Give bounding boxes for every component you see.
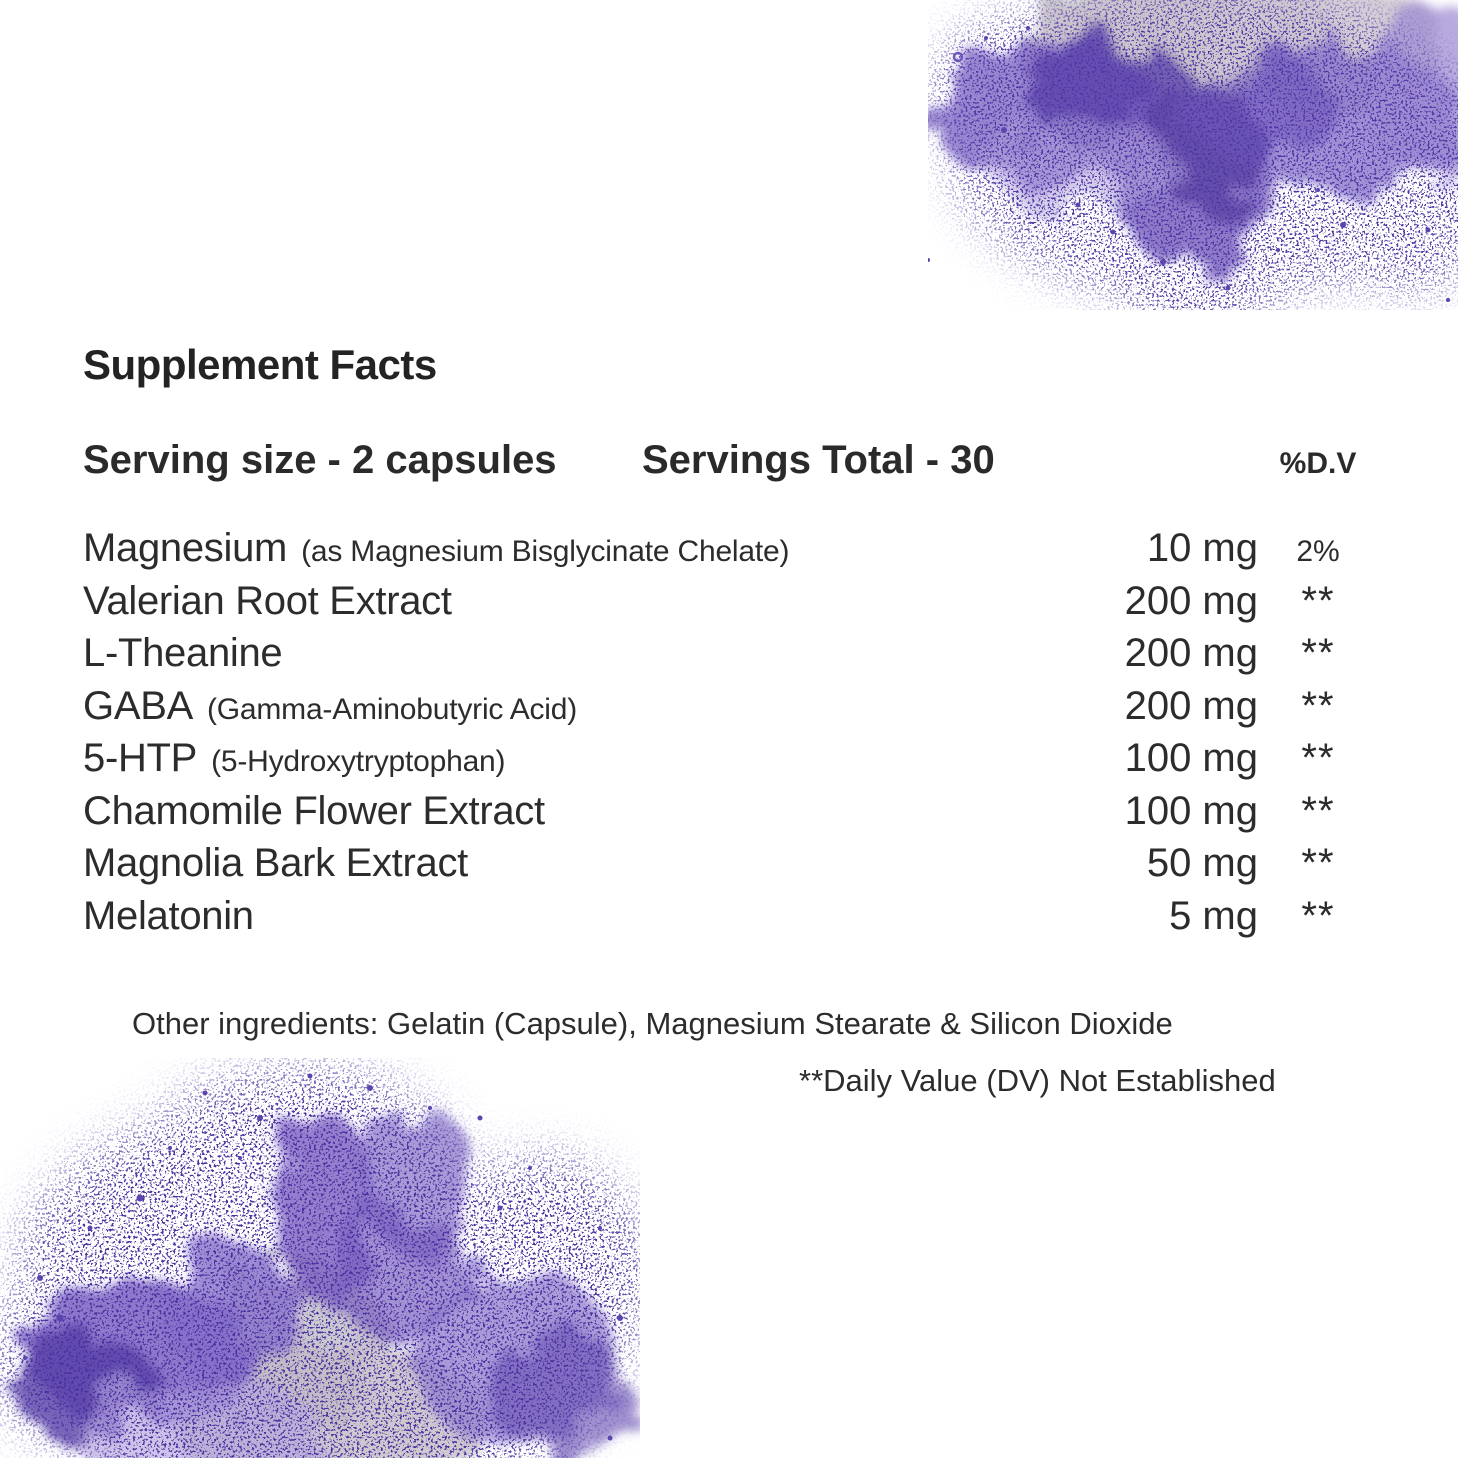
serving-size-label: Serving size - 2 capsules — [83, 438, 557, 482]
servings-total-label: Servings Total - 30 — [642, 438, 995, 482]
ingredient-row: Magnesium (as Magnesium Bisglycinate Chel… — [83, 522, 1378, 575]
ingredient-name: Melatonin — [83, 890, 1078, 952]
ingredient-name: L-Theanine — [83, 627, 1078, 689]
ingredient-name: GABA (Gamma-Aminobutyric Acid) — [83, 680, 1078, 742]
ingredient-row: GABA (Gamma-Aminobutyric Acid) 200 mg ** — [83, 680, 1378, 733]
ingredient-amount: 5 mg — [1169, 893, 1258, 938]
ingredient-percent-dv: ** — [1301, 736, 1335, 780]
ingredient-name-main: GABA — [83, 683, 193, 728]
ingredient-name: Valerian Root Extract — [83, 575, 1078, 637]
page-title: Supplement Facts — [83, 341, 437, 388]
serving-header: Serving size - 2 capsules Servings Total… — [83, 438, 1378, 483]
ingredient-name: Magnolia Bark Extract — [83, 837, 1078, 899]
ingredient-amount: 200 mg — [1124, 578, 1258, 623]
ingredient-name-main: Magnolia Bark Extract — [83, 841, 468, 885]
ingredient-name-main: 5-HTP — [83, 736, 198, 780]
ingredient-amount: 100 mg — [1124, 736, 1258, 780]
ingredient-name-main: Valerian Root Extract — [83, 578, 452, 623]
ingredient-amount: 50 mg — [1146, 841, 1258, 885]
ingredient-name-detail: (as Magnesium Bisglycinate Chelate) — [301, 535, 790, 568]
ingredient-name-main: Magnesium — [83, 526, 288, 570]
powder-cloud — [928, 0, 1458, 270]
ingredients-table: Magnesium (as Magnesium Bisglycinate Chel… — [83, 522, 1378, 942]
ingredient-name: Magnesium (as Magnesium Bisglycinate Chel… — [83, 522, 1078, 584]
powder-cloud — [16, 1111, 632, 1458]
ingredient-name-main: L-Theanine — [83, 631, 283, 675]
ingredient-name: 5-HTP (5-Hydroxytryptophan) — [83, 732, 1078, 794]
powder-speckles — [928, 0, 1458, 310]
ingredient-name-detail: (5-Hydroxytryptophan) — [211, 745, 506, 778]
ingredient-percent-dv: 2% — [1296, 535, 1340, 568]
ingredient-percent-dv: ** — [1301, 788, 1335, 833]
ingredient-row: L-Theanine 200 mg ** — [83, 627, 1378, 680]
ingredient-percent-dv: ** — [1301, 578, 1335, 623]
daily-value-footnote: **Daily Value (DV) Not Established — [799, 1063, 1276, 1098]
percent-dv-column-header: %D.V — [1279, 447, 1357, 480]
ingredient-name-main: Melatonin — [83, 893, 254, 938]
powder-speckles — [0, 1066, 640, 1458]
ingredient-amount: 10 mg — [1146, 526, 1258, 570]
ingredient-name: Chamomile Flower Extract — [83, 785, 1078, 847]
powder-explosion-bottom-left-image — [0, 1066, 640, 1458]
powder-debris — [928, 26, 1450, 302]
ingredient-row: Chamomile Flower Extract 100 mg ** — [83, 785, 1378, 838]
ingredient-percent-dv: ** — [1301, 683, 1335, 728]
ingredient-row: Melatonin 5 mg ** — [83, 890, 1378, 943]
powder-debris — [23, 1073, 623, 1441]
powder-explosion-top-right-image — [928, 0, 1458, 310]
ingredient-amount: 200 mg — [1124, 683, 1258, 728]
ingredient-percent-dv: ** — [1301, 841, 1335, 885]
ingredient-row: 5-HTP (5-Hydroxytryptophan) 100 mg ** — [83, 732, 1378, 785]
ingredient-name-main: Chamomile Flower Extract — [83, 788, 545, 833]
ingredient-row: Valerian Root Extract 200 mg ** — [83, 575, 1378, 628]
ingredient-name-detail: (Gamma-Aminobutyric Acid) — [206, 692, 578, 726]
other-ingredients-note: Other ingredients: Gelatin (Capsule), Ma… — [132, 1006, 1173, 1041]
ingredient-amount: 200 mg — [1124, 631, 1258, 675]
ingredient-percent-dv: ** — [1301, 631, 1335, 675]
ingredient-row: Magnolia Bark Extract 50 mg ** — [83, 837, 1378, 890]
ingredient-percent-dv: ** — [1301, 893, 1335, 938]
ingredient-amount: 100 mg — [1124, 788, 1258, 833]
